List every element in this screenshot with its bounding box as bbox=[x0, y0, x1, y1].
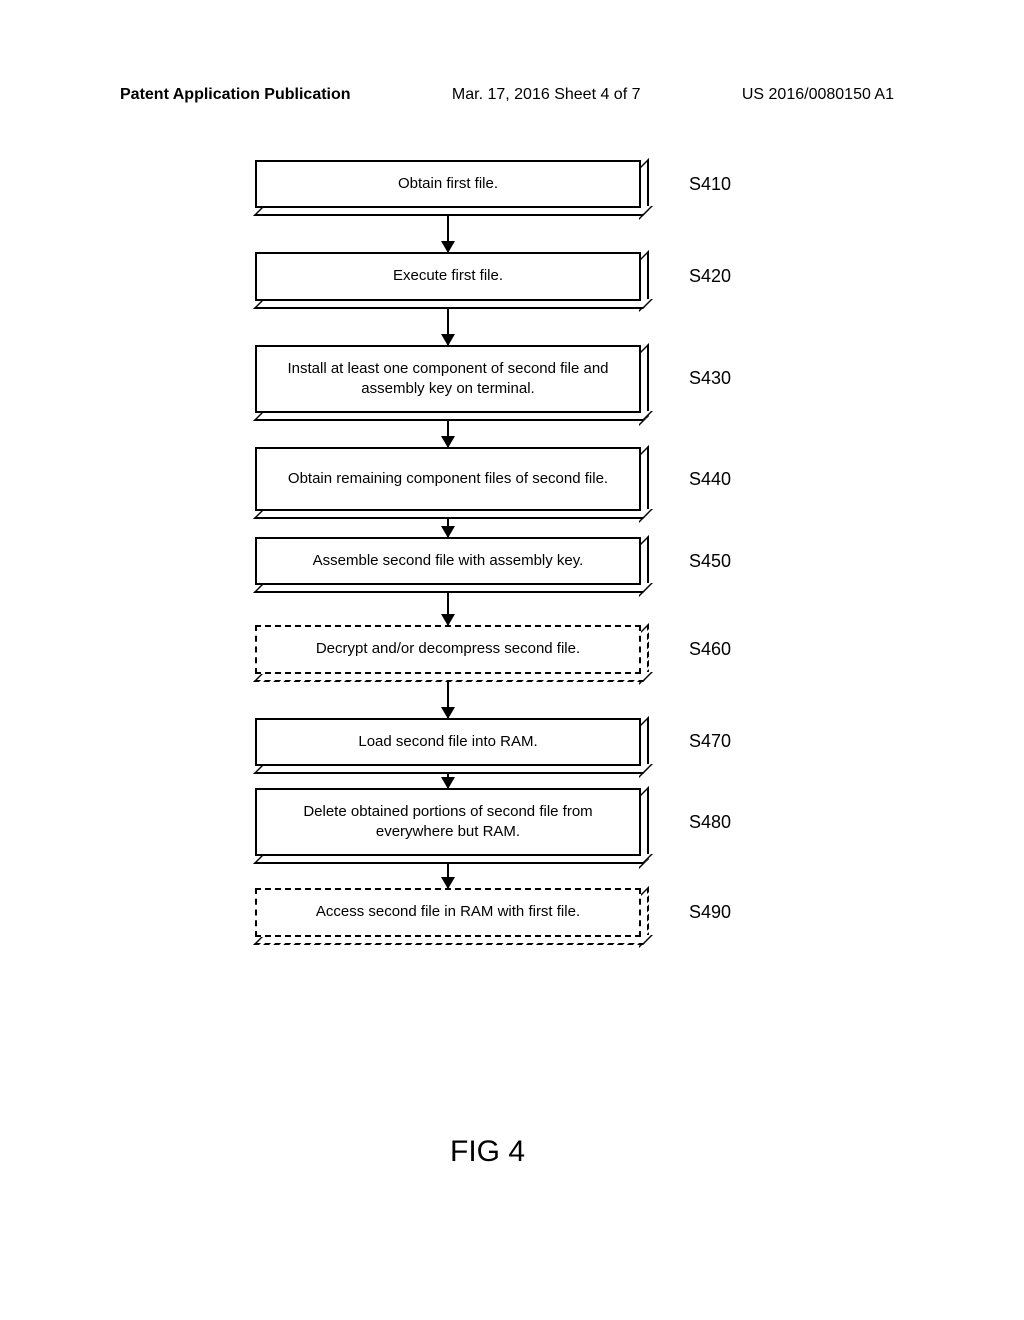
flowchart-step: Obtain first file. S410 bbox=[245, 160, 765, 208]
step-box: Decrypt and/or decompress second file. bbox=[255, 625, 641, 673]
flowchart-step: Decrypt and/or decompress second file. S4… bbox=[245, 625, 765, 673]
step-box: Delete obtained portions of second file … bbox=[255, 788, 641, 857]
flowchart-step: Execute first file. S420 bbox=[245, 252, 765, 300]
step-text: Assemble second file with assembly key. bbox=[255, 537, 641, 585]
step-text: Access second file in RAM with first fil… bbox=[255, 888, 641, 936]
flowchart-step: Load second file into RAM. S470 bbox=[245, 718, 765, 766]
step-box: Assemble second file with assembly key. bbox=[255, 537, 641, 585]
arrow-down-icon bbox=[447, 214, 449, 252]
step-box: Install at least one component of second… bbox=[255, 345, 641, 414]
step-text: Load second file into RAM. bbox=[255, 718, 641, 766]
step-text: Delete obtained portions of second file … bbox=[255, 788, 641, 857]
flowchart-step: Install at least one component of second… bbox=[245, 345, 765, 414]
step-id-label: S490 bbox=[689, 902, 731, 923]
step-box: Access second file in RAM with first fil… bbox=[255, 888, 641, 936]
flowchart-step: Assemble second file with assembly key. S… bbox=[245, 537, 765, 585]
step-box: Load second file into RAM. bbox=[255, 718, 641, 766]
arrow-down-icon bbox=[447, 307, 449, 345]
header-pub-number: US 2016/0080150 A1 bbox=[742, 86, 894, 104]
flowchart-step: Obtain remaining component files of seco… bbox=[245, 447, 765, 511]
step-text: Obtain first file. bbox=[255, 160, 641, 208]
step-id-label: S440 bbox=[689, 469, 731, 490]
flowchart-step: Access second file in RAM with first fil… bbox=[245, 888, 765, 936]
step-box: Obtain first file. bbox=[255, 160, 641, 208]
step-id-label: S420 bbox=[689, 266, 731, 287]
step-box: Execute first file. bbox=[255, 252, 641, 300]
step-id-label: S410 bbox=[689, 174, 731, 195]
step-text: Obtain remaining component files of seco… bbox=[255, 447, 641, 511]
step-id-label: S430 bbox=[689, 368, 731, 389]
header-publication: Patent Application Publication bbox=[120, 86, 351, 104]
step-id-label: S480 bbox=[689, 812, 731, 833]
step-id-label: S450 bbox=[689, 551, 731, 572]
step-id-label: S460 bbox=[689, 639, 731, 660]
header-date-sheet: Mar. 17, 2016 Sheet 4 of 7 bbox=[452, 86, 641, 104]
step-box: Obtain remaining component files of seco… bbox=[255, 447, 641, 511]
step-id-label: S470 bbox=[689, 731, 731, 752]
arrow-down-icon bbox=[447, 419, 449, 447]
arrow-down-icon bbox=[447, 680, 449, 718]
step-text: Install at least one component of second… bbox=[255, 345, 641, 414]
step-text: Decrypt and/or decompress second file. bbox=[255, 625, 641, 673]
flowchart: Obtain first file. S410 Execute first file… bbox=[245, 160, 765, 937]
arrow-down-icon bbox=[447, 862, 449, 888]
arrow-down-icon bbox=[447, 517, 449, 537]
flowchart-step: Delete obtained portions of second file … bbox=[245, 788, 765, 857]
step-text: Execute first file. bbox=[255, 252, 641, 300]
page-header: Patent Application Publication Mar. 17, … bbox=[0, 86, 1024, 104]
figure-label: FIG 4 bbox=[450, 1135, 525, 1169]
arrow-down-icon bbox=[447, 591, 449, 625]
arrow-down-icon bbox=[447, 772, 449, 788]
